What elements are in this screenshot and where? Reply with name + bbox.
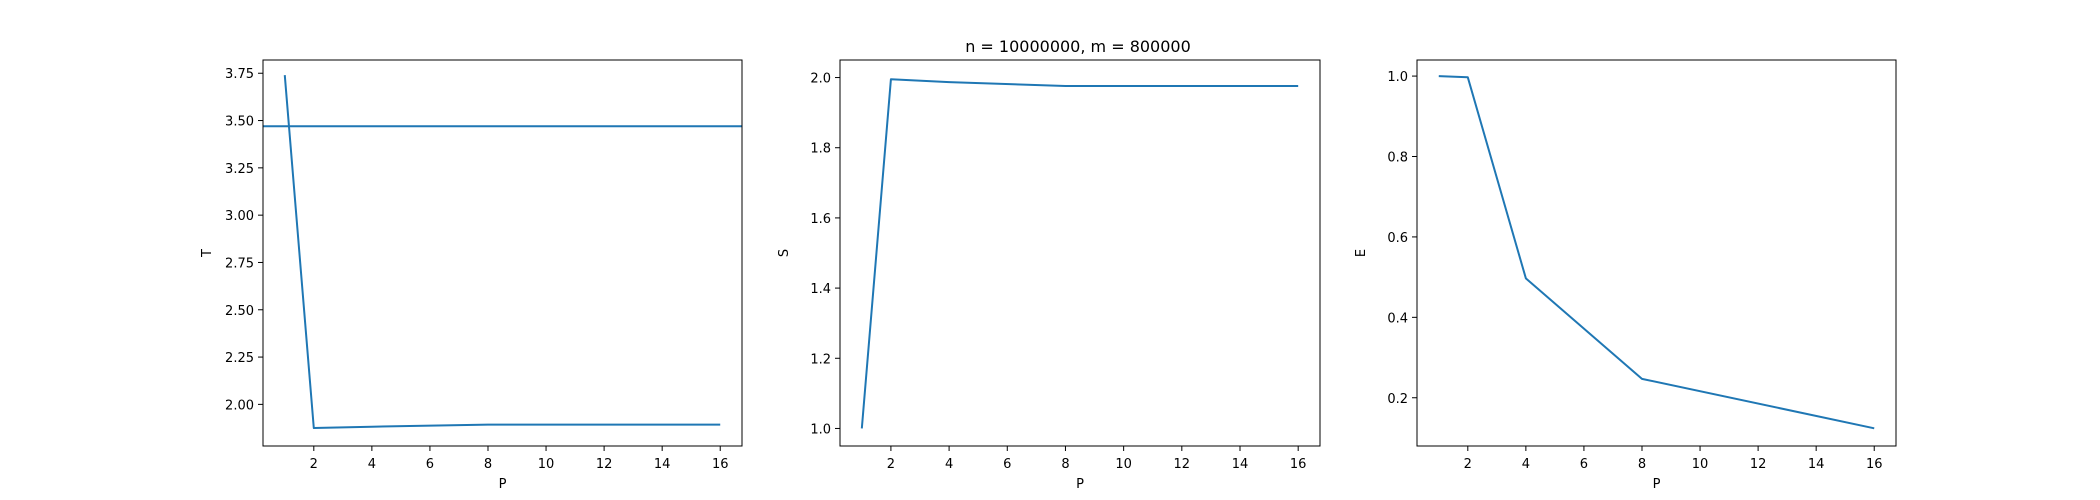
time-y-tick-label: 3.75 [225, 67, 254, 82]
time-y-tick-label: 2.75 [225, 256, 254, 271]
time-axes-frame [262, 59, 743, 447]
efficiency-x-tick-label: 12 [1750, 457, 1767, 472]
efficiency-y-tick-label: 0.2 [1387, 392, 1408, 407]
efficiency-x-tick-label: 6 [1580, 457, 1588, 472]
speedup-y-tick-label: 1.2 [810, 352, 831, 367]
speedup-subplot: 2 4 6 8 10 12 14 16 1.0 1.2 1.4 1.6 1.8 2.0 P S [777, 59, 1321, 492]
speedup-x-tick-label: 8 [1061, 457, 1069, 472]
efficiency-y-tick-label: 0.6 [1387, 231, 1408, 246]
speedup-x-tick-label: 16 [1290, 457, 1307, 472]
speedup-x-tick-label: 2 [887, 457, 895, 472]
subplots-container: 2 4 6 8 10 12 14 16 2.00 2.25 2.50 2.75 3.00 3.25 3.50… [200, 59, 1897, 492]
time-series-line [283, 75, 721, 430]
speedup-x-tick-label: 6 [1003, 457, 1011, 472]
time-y-tick-label: 2.25 [225, 351, 254, 366]
speedup-axes-frame [839, 59, 1321, 447]
time-x-tick-label: 8 [484, 457, 492, 472]
efficiency-y-tick-label: 0.8 [1387, 151, 1408, 166]
efficiency-axes-frame [1416, 59, 1897, 447]
efficiency-x-tick-label: 16 [1866, 457, 1883, 472]
time-y-tick-label: 3.00 [225, 209, 254, 224]
time-y-tick-label: 3.50 [225, 115, 254, 130]
efficiency-x-tick-label: 10 [1692, 457, 1709, 472]
time-y-tick-label: 3.25 [225, 162, 254, 177]
speedup-x-tick-label: 14 [1232, 457, 1249, 472]
speedup-y-axis-label: S [777, 249, 792, 257]
speedup-x-tick-label: 10 [1115, 457, 1132, 472]
efficiency-x-tick-label: 14 [1808, 457, 1825, 472]
efficiency-x-tick-label: 8 [1638, 457, 1646, 472]
time-x-tick-label: 14 [654, 457, 671, 472]
time-x-tick-label: 4 [368, 457, 376, 472]
time-x-tick-label: 12 [596, 457, 613, 472]
time-subplot: 2 4 6 8 10 12 14 16 2.00 2.25 2.50 2.75 3.00 3.25 3.50… [200, 59, 743, 492]
time-x-tick-label: 6 [426, 457, 434, 472]
efficiency-x-tick-label: 2 [1464, 457, 1472, 472]
figure-suptitle: n = 10000000, m = 800000 [965, 37, 1191, 56]
speedup-x-axis-label: P [1076, 477, 1084, 492]
efficiency-y-tick-label: 1.0 [1387, 70, 1408, 85]
efficiency-x-tick-label: 4 [1522, 457, 1530, 472]
time-y-tick-label: 2.00 [225, 398, 254, 413]
efficiency-series-line [1438, 75, 1875, 430]
efficiency-x-axis-label: P [1653, 477, 1661, 492]
time-y-tick-label: 2.50 [225, 304, 254, 319]
speedup-y-tick-label: 1.4 [810, 282, 831, 297]
speedup-y-tick-label: 2.0 [810, 72, 831, 87]
time-x-axis-label: P [499, 477, 507, 492]
speedup-y-tick-label: 1.0 [810, 422, 831, 437]
speedup-y-tick-label: 1.6 [810, 212, 831, 227]
speedup-x-tick-label: 4 [945, 457, 953, 472]
efficiency-y-axis-label: E [1354, 249, 1369, 257]
time-x-tick-label: 16 [712, 457, 729, 472]
efficiency-subplot: 2 4 6 8 10 12 14 16 0.2 0.4 0.6 0.8 1.0 P E [1354, 59, 1897, 492]
time-x-tick-label: 2 [310, 457, 318, 472]
time-x-tick-label: 10 [538, 457, 555, 472]
speedup-x-tick-label: 12 [1174, 457, 1191, 472]
speedup-y-tick-label: 1.8 [810, 142, 831, 157]
efficiency-y-tick-label: 0.4 [1387, 311, 1408, 326]
time-y-axis-label: T [200, 249, 215, 258]
speedup-series-line [860, 78, 1299, 429]
